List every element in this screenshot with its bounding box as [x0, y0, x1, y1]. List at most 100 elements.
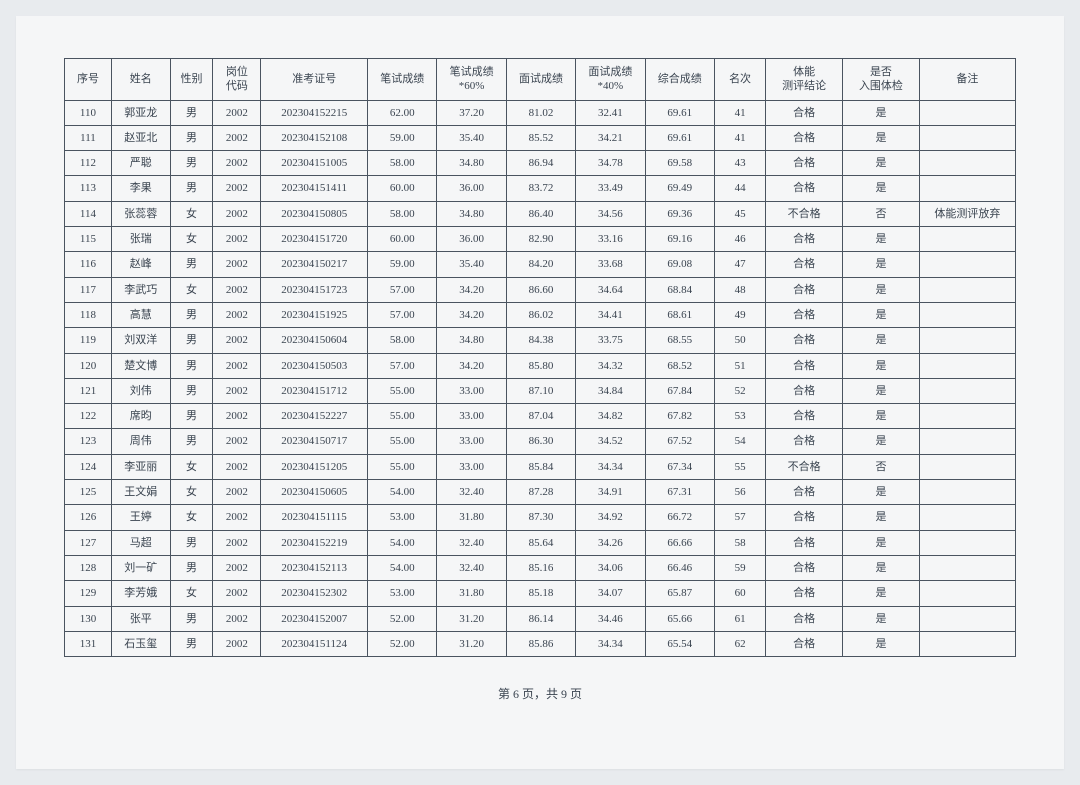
table-cell: [919, 555, 1015, 580]
table-cell: 2002: [213, 404, 261, 429]
table-cell: 86.14: [506, 606, 575, 631]
table-cell: 202304152219: [261, 530, 368, 555]
table-cell: 合格: [766, 227, 843, 252]
table-cell: [919, 100, 1015, 125]
table-cell: 49: [714, 302, 765, 327]
table-cell: 86.40: [506, 201, 575, 226]
table-cell: 202304152113: [261, 555, 368, 580]
table-cell: 合格: [766, 429, 843, 454]
table-cell: 48: [714, 277, 765, 302]
table-cell: 58.00: [368, 151, 437, 176]
column-header-12: 是否入围体检: [843, 59, 920, 101]
table-cell: 2002: [213, 302, 261, 327]
table-cell: 83.72: [506, 176, 575, 201]
table-cell: 刘伟: [111, 378, 170, 403]
table-cell: 202304151005: [261, 151, 368, 176]
table-cell: 46: [714, 227, 765, 252]
table-cell: 202304152108: [261, 125, 368, 150]
table-row: 124李亚丽女200220230415120555.0033.0085.8434…: [65, 454, 1016, 479]
table-cell: 34.34: [576, 631, 645, 656]
table-cell: 33.16: [576, 227, 645, 252]
table-cell: 34.20: [437, 277, 506, 302]
table-cell: 是: [843, 125, 920, 150]
table-cell: [919, 631, 1015, 656]
table-cell: 2002: [213, 555, 261, 580]
table-cell: 34.80: [437, 201, 506, 226]
column-header-8: 面试成绩*40%: [576, 59, 645, 101]
table-cell: 2002: [213, 505, 261, 530]
table-cell: 67.31: [645, 480, 714, 505]
table-cell: 男: [170, 302, 213, 327]
table-cell: 石玉玺: [111, 631, 170, 656]
table-cell: 57.00: [368, 302, 437, 327]
table-cell: 52: [714, 378, 765, 403]
table-cell: 65.54: [645, 631, 714, 656]
table-cell: [919, 530, 1015, 555]
table-cell: 是: [843, 581, 920, 606]
table-cell: 126: [65, 505, 112, 530]
table-cell: 是: [843, 328, 920, 353]
table-cell: 34.41: [576, 302, 645, 327]
table-cell: [919, 429, 1015, 454]
table-row: 110郭亚龙男200220230415221562.0037.2081.0232…: [65, 100, 1016, 125]
table-cell: 130: [65, 606, 112, 631]
table-cell: 男: [170, 530, 213, 555]
table-cell: 合格: [766, 505, 843, 530]
table-row: 130张平男200220230415200752.0031.2086.1434.…: [65, 606, 1016, 631]
table-cell: 女: [170, 454, 213, 479]
table-cell: 85.80: [506, 353, 575, 378]
table-cell: 59: [714, 555, 765, 580]
table-cell: 41: [714, 100, 765, 125]
table-cell: 34.07: [576, 581, 645, 606]
table-cell: 否: [843, 454, 920, 479]
table-cell: 33.00: [437, 429, 506, 454]
column-header-10: 名次: [714, 59, 765, 101]
table-cell: 85.16: [506, 555, 575, 580]
table-row: 120楚文博男200220230415050357.0034.2085.8034…: [65, 353, 1016, 378]
table-cell: 33.49: [576, 176, 645, 201]
table-cell: 女: [170, 227, 213, 252]
table-cell: 31.80: [437, 505, 506, 530]
table-cell: 34.64: [576, 277, 645, 302]
table-cell: 33.00: [437, 378, 506, 403]
table-cell: 2002: [213, 277, 261, 302]
table-cell: 122: [65, 404, 112, 429]
table-cell: 55.00: [368, 454, 437, 479]
table-cell: 王文娟: [111, 480, 170, 505]
table-cell: 是: [843, 227, 920, 252]
table-row: 118高慧男200220230415192557.0034.2086.0234.…: [65, 302, 1016, 327]
table-cell: 2002: [213, 328, 261, 353]
table-cell: 202304150717: [261, 429, 368, 454]
table-cell: 是: [843, 530, 920, 555]
table-cell: 87.10: [506, 378, 575, 403]
table-cell: [919, 176, 1015, 201]
table-cell: 84.38: [506, 328, 575, 353]
table-cell: 202304151411: [261, 176, 368, 201]
table-cell: 47: [714, 252, 765, 277]
table-cell: 高慧: [111, 302, 170, 327]
table-cell: 李芳娥: [111, 581, 170, 606]
table-cell: 57.00: [368, 277, 437, 302]
table-cell: 34.06: [576, 555, 645, 580]
table-cell: 是: [843, 429, 920, 454]
table-cell: 2002: [213, 581, 261, 606]
table-cell: 2002: [213, 429, 261, 454]
table-cell: 男: [170, 125, 213, 150]
table-cell: 55.00: [368, 404, 437, 429]
table-cell: 35.40: [437, 252, 506, 277]
table-cell: 34.34: [576, 454, 645, 479]
table-row: 128刘一矿男200220230415211354.0032.4085.1634…: [65, 555, 1016, 580]
table-cell: 赵亚北: [111, 125, 170, 150]
table-cell: 82.90: [506, 227, 575, 252]
table-cell: 不合格: [766, 454, 843, 479]
table-cell: [919, 480, 1015, 505]
table-cell: 男: [170, 176, 213, 201]
table-cell: 69.49: [645, 176, 714, 201]
table-cell: 34.21: [576, 125, 645, 150]
table-cell: 123: [65, 429, 112, 454]
table-cell: 刘一矿: [111, 555, 170, 580]
table-cell: 女: [170, 201, 213, 226]
table-cell: 34.46: [576, 606, 645, 631]
table-cell: 33.00: [437, 404, 506, 429]
table-cell: 119: [65, 328, 112, 353]
